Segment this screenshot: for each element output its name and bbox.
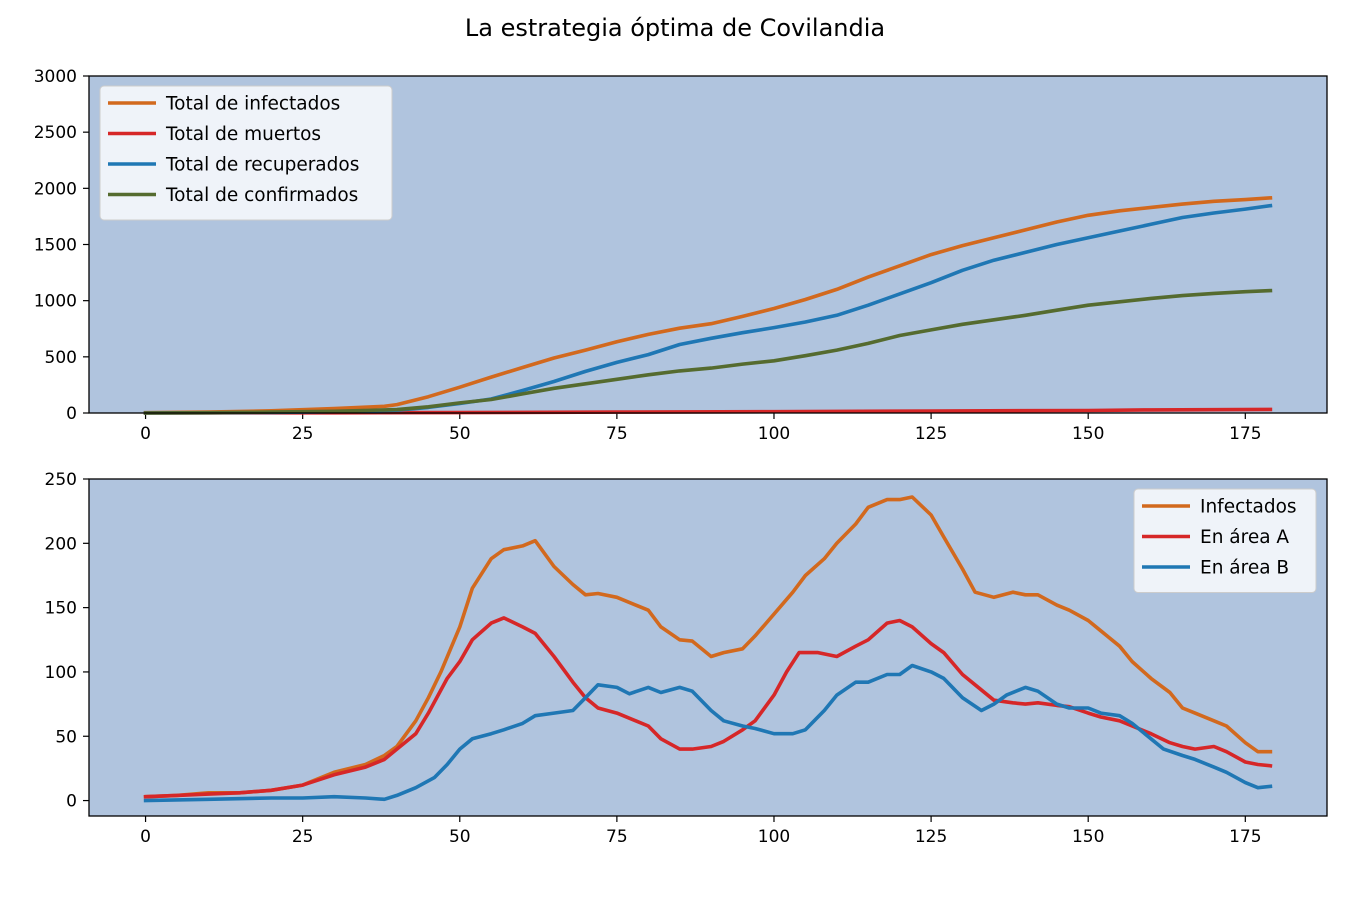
legend-label-en-area-a: En área A — [1200, 527, 1289, 548]
x-tick-label: 100 — [758, 827, 790, 847]
y-tick-label: 3000 — [34, 67, 77, 87]
series-line-infectados — [143, 495, 1273, 799]
x-tick-label: 25 — [292, 827, 314, 847]
series-line-en-area-a — [143, 616, 1273, 799]
x-tick-label: 75 — [606, 424, 628, 444]
series-line-total-de-confirmados — [143, 288, 1273, 415]
y-tick-label: 1500 — [34, 236, 77, 256]
y-tick-label: 2000 — [34, 179, 77, 199]
x-tick-label: 150 — [1072, 827, 1104, 847]
y-tick-label: 200 — [45, 534, 77, 554]
x-tick-label: 150 — [1072, 424, 1104, 444]
axes-frame — [88, 478, 1328, 817]
y-tick-label: 500 — [45, 348, 77, 368]
legend-label-total-de-muertos: Total de muertos — [165, 124, 321, 145]
x-tick-label: 100 — [758, 424, 790, 444]
x-tick-label: 175 — [1229, 424, 1261, 444]
legend-label-en-area-b: En área B — [1200, 558, 1289, 579]
x-tick-label: 175 — [1229, 827, 1261, 847]
legend-label-total-de-infectados: Total de infectados — [165, 94, 340, 115]
legend-label-infectados: Infectados — [1200, 497, 1297, 518]
x-tick-label: 25 — [292, 424, 314, 444]
y-tick-label: 0 — [66, 404, 77, 424]
bottom-axes: 0 25 50 75 100 125 150 175 0 50 100 150 200 250 Infect… — [45, 470, 1328, 847]
y-tick-label: 2500 — [34, 123, 77, 143]
x-tick-label: 125 — [915, 827, 947, 847]
legend-label-total-de-confirmados: Total de confirmados — [165, 185, 358, 206]
y-tick-label: 1000 — [34, 292, 77, 312]
y-tick-label: 150 — [45, 599, 77, 619]
x-tick-label: 0 — [140, 827, 151, 847]
top-axes: 0 25 50 75 100 125 150 175 0 500 1000 1500 2000 2500 3… — [34, 67, 1328, 444]
x-tick-label: 0 — [140, 424, 151, 444]
y-tick-label: 50 — [55, 727, 77, 747]
x-tick-label: 125 — [915, 424, 947, 444]
series-line-en-area-b — [143, 663, 1273, 803]
series-line-total-de-infectados — [143, 195, 1273, 415]
legend: Total de infectados Total de muertos Total… — [99, 85, 393, 221]
x-tick-label: 75 — [606, 827, 628, 847]
y-tick-label: 0 — [66, 792, 77, 812]
chart-title: La estrategia óptima de Covilandia — [464, 14, 886, 42]
axes-frame — [88, 75, 1328, 414]
legend: Infectados En área A En área B — [1133, 488, 1317, 593]
x-tick-label: 50 — [449, 424, 471, 444]
legend-box — [99, 85, 393, 221]
x-tick-label: 50 — [449, 827, 471, 847]
legend-label-total-de-recuperados: Total de recuperados — [165, 155, 359, 176]
y-tick-label: 100 — [45, 663, 77, 683]
y-tick-label: 250 — [45, 470, 77, 490]
